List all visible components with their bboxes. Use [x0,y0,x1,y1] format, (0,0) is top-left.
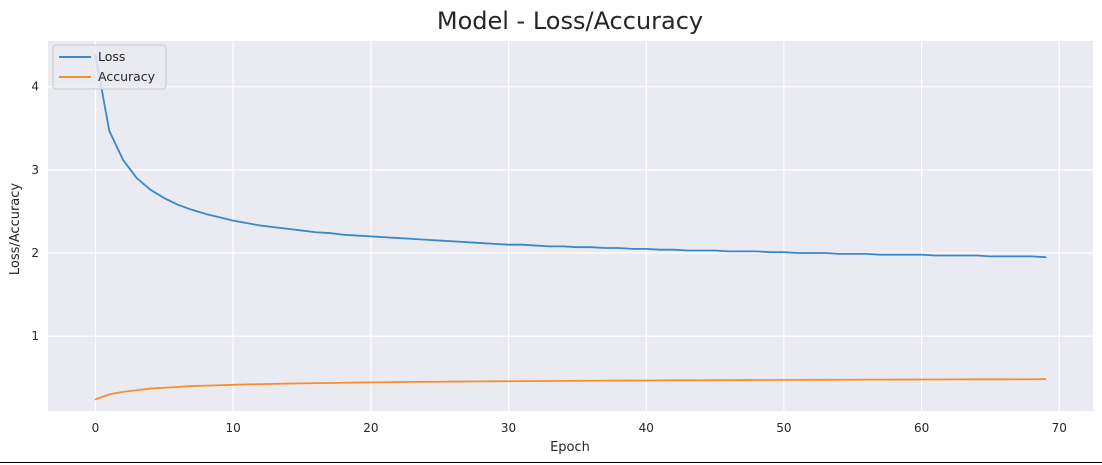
x-tick-label-50: 50 [776,421,791,435]
x-tick-label-10: 10 [226,421,241,435]
y-tick-label-3: 3 [31,163,39,177]
x-tick-label-20: 20 [363,421,378,435]
plot-background [48,41,1093,411]
x-axis-label: Epoch [550,440,590,455]
legend-label-accuracy: Accuracy [98,69,156,84]
x-tick-label-40: 40 [639,421,654,435]
grid-lines [48,41,1093,411]
y-tick-label-1: 1 [31,329,39,343]
series-line-accuracy [94,378,1047,401]
x-tick-label-30: 30 [501,421,516,435]
y-tick-label-4: 4 [31,80,39,94]
series-lines [94,54,1047,401]
chart-title: Model - Loss/Accuracy [437,7,703,35]
legend: Loss Accuracy [52,44,167,90]
y-axis-ticks: 1 2 3 4 [31,80,39,343]
bottom-border [0,462,1102,463]
series-line-loss [94,54,1047,259]
x-tick-label-60: 60 [914,421,929,435]
y-tick-label-2: 2 [31,246,39,260]
x-axis-ticks: 0 10 20 30 40 50 60 70 [92,421,1067,435]
x-tick-label-0: 0 [92,421,100,435]
x-tick-label-70: 70 [1052,421,1067,435]
legend-label-loss: Loss [98,49,125,64]
y-axis-label: Loss/Accuracy [8,183,23,276]
